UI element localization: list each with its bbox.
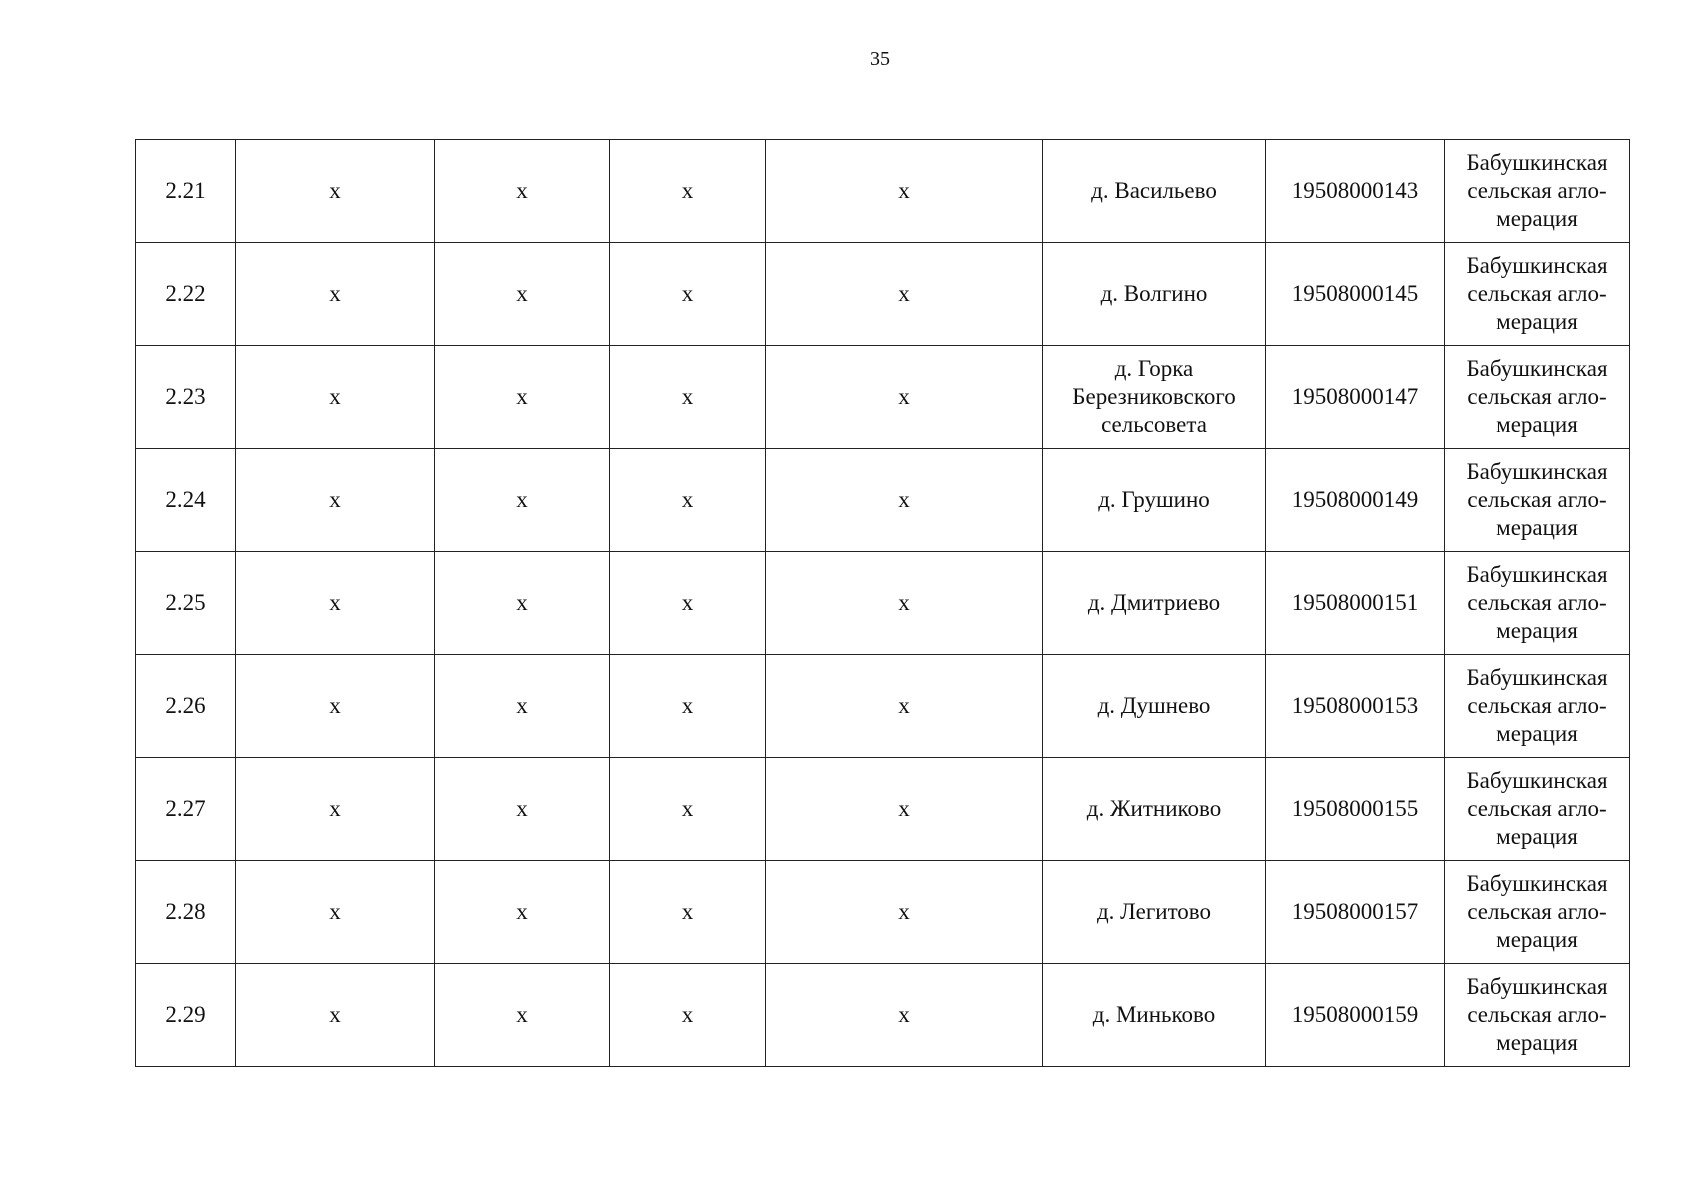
- row-number: 2.22: [135, 242, 236, 346]
- cell-x: х: [235, 139, 435, 243]
- oktmo-code: 19508000147: [1265, 345, 1445, 449]
- cell-x: х: [434, 551, 610, 655]
- cell-x: х: [434, 860, 610, 964]
- table-row: 2.26 х х х х д. Душнево 19508000153 Бабушкинска…: [135, 654, 1630, 758]
- settlement-name: д. Дмитриево: [1042, 551, 1266, 655]
- cell-x: х: [609, 551, 766, 655]
- table-row: 2.22 х х х х д. Волгино 19508000145 Бабушкинска…: [135, 242, 1630, 346]
- row-number: 2.24: [135, 448, 236, 552]
- settlement-name: д. Волгино: [1042, 242, 1266, 346]
- cell-x: х: [765, 654, 1043, 758]
- cell-x: х: [765, 551, 1043, 655]
- settlements-table: 2.21 х х х х д. Васильево 19508000143 Бабушкинс…: [135, 139, 1630, 1067]
- cell-x: х: [434, 139, 610, 243]
- oktmo-code: 19508000159: [1265, 963, 1445, 1067]
- cell-x: х: [235, 448, 435, 552]
- cell-x: х: [609, 860, 766, 964]
- cell-x: х: [434, 963, 610, 1067]
- table-row: 2.28 х х х х д. Легитово 19508000157 Бабушкинск…: [135, 860, 1630, 964]
- row-number: 2.21: [135, 139, 236, 243]
- agglomeration: Бабушкинская сельская агло-мерация: [1444, 345, 1630, 449]
- oktmo-code: 19508000149: [1265, 448, 1445, 552]
- agglomeration: Бабушкинская сельская агло-мерация: [1444, 963, 1630, 1067]
- cell-x: х: [609, 139, 766, 243]
- cell-x: х: [765, 963, 1043, 1067]
- cell-x: х: [434, 242, 610, 346]
- row-number: 2.23: [135, 345, 236, 449]
- oktmo-code: 19508000153: [1265, 654, 1445, 758]
- cell-x: х: [765, 139, 1043, 243]
- cell-x: х: [235, 860, 435, 964]
- settlement-name: д. Миньково: [1042, 963, 1266, 1067]
- cell-x: х: [765, 345, 1043, 449]
- row-number: 2.25: [135, 551, 236, 655]
- cell-x: х: [434, 757, 610, 861]
- agglomeration: Бабушкинская сельская агло-мерация: [1444, 242, 1630, 346]
- settlement-name: д. Душнево: [1042, 654, 1266, 758]
- cell-x: х: [434, 654, 610, 758]
- settlement-name: д. Грушино: [1042, 448, 1266, 552]
- cell-x: х: [235, 242, 435, 346]
- row-number: 2.28: [135, 860, 236, 964]
- table-row: 2.29 х х х х д. Миньково 19508000159 Бабушкинск…: [135, 963, 1630, 1067]
- cell-x: х: [765, 242, 1043, 346]
- cell-x: х: [609, 757, 766, 861]
- table-row: 2.21 х х х х д. Васильево 19508000143 Бабушкинс…: [135, 139, 1630, 243]
- cell-x: х: [434, 448, 610, 552]
- cell-x: х: [765, 757, 1043, 861]
- settlement-name: д. Горка Березниковского сельсовета: [1042, 345, 1266, 449]
- cell-x: х: [609, 448, 766, 552]
- table-row: 2.23 х х х х д. Горка Березниковского сельсов…: [135, 345, 1630, 449]
- oktmo-code: 19508000145: [1265, 242, 1445, 346]
- row-number: 2.27: [135, 757, 236, 861]
- cell-x: х: [609, 963, 766, 1067]
- cell-x: х: [235, 963, 435, 1067]
- page-number: 35: [870, 48, 890, 70]
- cell-x: х: [609, 654, 766, 758]
- cell-x: х: [609, 242, 766, 346]
- agglomeration: Бабушкинская сельская агло-мерация: [1444, 139, 1630, 243]
- cell-x: х: [434, 345, 610, 449]
- settlement-name: д. Васильево: [1042, 139, 1266, 243]
- cell-x: х: [235, 345, 435, 449]
- cell-x: х: [235, 654, 435, 758]
- cell-x: х: [235, 551, 435, 655]
- oktmo-code: 19508000155: [1265, 757, 1445, 861]
- cell-x: х: [765, 448, 1043, 552]
- agglomeration: Бабушкинская сельская агло-мерация: [1444, 757, 1630, 861]
- oktmo-code: 19508000143: [1265, 139, 1445, 243]
- cell-x: х: [609, 345, 766, 449]
- row-number: 2.26: [135, 654, 236, 758]
- settlement-name: д. Житниково: [1042, 757, 1266, 861]
- agglomeration: Бабушкинская сельская агло-мерация: [1444, 551, 1630, 655]
- agglomeration: Бабушкинская сельская агло-мерация: [1444, 448, 1630, 552]
- agglomeration: Бабушкинская сельская агло-мерация: [1444, 654, 1630, 758]
- cell-x: х: [765, 860, 1043, 964]
- oktmo-code: 19508000157: [1265, 860, 1445, 964]
- table-row: 2.27 х х х х д. Житниково 19508000155 Бабушкинс…: [135, 757, 1630, 861]
- agglomeration: Бабушкинская сельская агло-мерация: [1444, 860, 1630, 964]
- cell-x: х: [235, 757, 435, 861]
- settlement-name: д. Легитово: [1042, 860, 1266, 964]
- table-row: 2.25 х х х х д. Дмитриево 19508000151 Бабушкинс…: [135, 551, 1630, 655]
- table-row: 2.24 х х х х д. Грушино 19508000149 Бабушкинска…: [135, 448, 1630, 552]
- row-number: 2.29: [135, 963, 236, 1067]
- oktmo-code: 19508000151: [1265, 551, 1445, 655]
